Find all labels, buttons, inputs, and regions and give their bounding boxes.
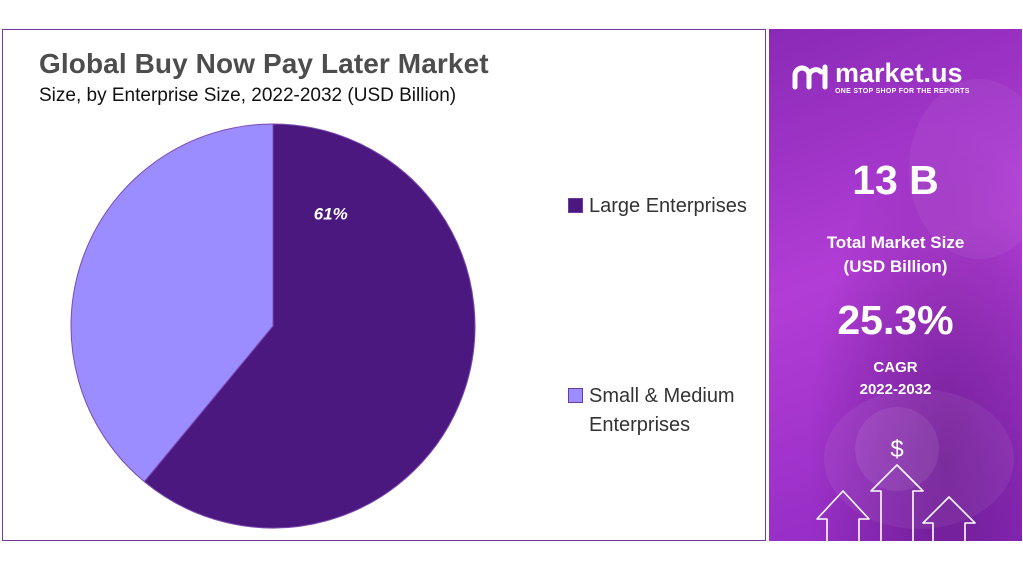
legend-swatch-large-enterprises	[568, 198, 583, 213]
legend-item-large-enterprises: Large Enterprises	[568, 192, 764, 221]
chart-title: Global Buy Now Pay Later Market	[39, 48, 489, 79]
market-us-logo-icon	[792, 64, 828, 90]
cagr-label: CAGR 2022-2032	[769, 357, 1022, 401]
background-decoration	[824, 79, 1022, 529]
market-size-label-line2: (USD Billion)	[843, 257, 948, 276]
pie-slice-large-enterprises	[143, 123, 476, 529]
legend-label-large-enterprises: Large Enterprises	[589, 195, 747, 217]
market-size-label-line1: Total Market Size	[826, 233, 965, 252]
legend-label-small-medium-enterprises: Small & Medium Enterprises	[589, 385, 735, 436]
pie-slice-small-medium-enterprises	[70, 123, 274, 483]
market-size-label: Total Market Size (USD Billion)	[769, 231, 1022, 279]
brand-logo: market.us ONE STOP SHOP FOR THE REPORTS	[791, 59, 970, 95]
pie-data-label: 61%	[314, 204, 348, 223]
brand-tagline: ONE STOP SHOP FOR THE REPORTS	[835, 88, 970, 95]
pie-data-labels: 61%	[314, 204, 348, 223]
summary-panel: market.us ONE STOP SHOP FOR THE REPORTS …	[769, 29, 1022, 541]
legend-swatch-small-medium-enterprises	[568, 388, 583, 403]
pie-chart: 61%	[70, 123, 476, 529]
chart-subtitle: Size, by Enterprise Size, 2022-2032 (USD…	[39, 85, 457, 106]
market-size-value: 13 B	[852, 157, 939, 203]
cagr-label-text: CAGR	[873, 359, 918, 376]
cagr-value: 25.3%	[837, 297, 954, 343]
growth-arrows-icon: $	[816, 436, 976, 541]
brand-name: market.us	[835, 58, 963, 88]
dollar-icon: $	[890, 436, 903, 463]
pie-slices	[70, 123, 476, 529]
chart-panel: Global Buy Now Pay Later Market Size, by…	[2, 29, 766, 541]
legend-item-small-medium-enterprises: Small & Medium Enterprises	[568, 382, 764, 440]
cagr-period: 2022-2032	[859, 381, 932, 398]
